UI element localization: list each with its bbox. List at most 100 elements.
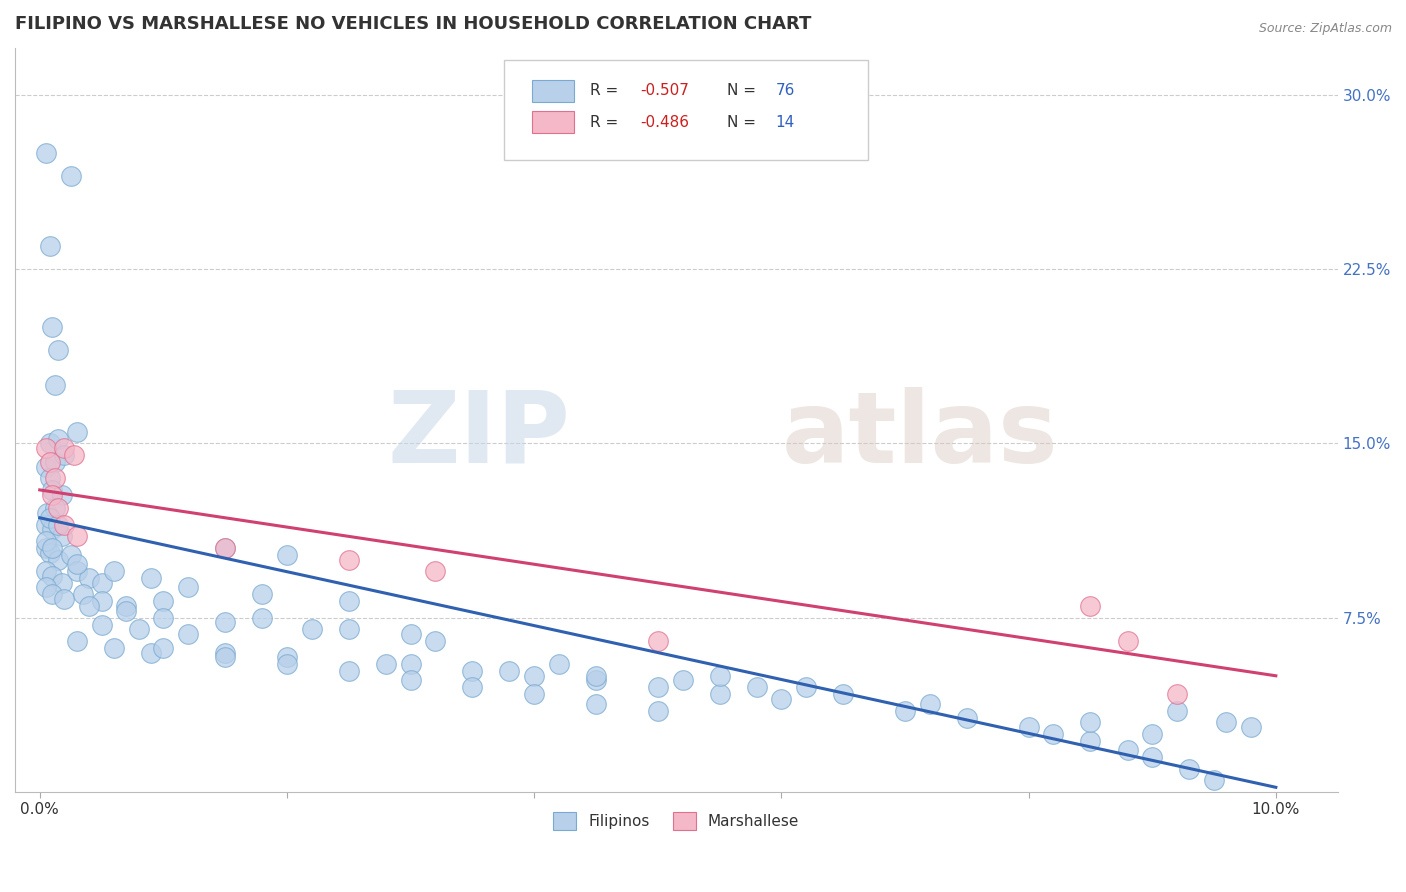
FancyBboxPatch shape bbox=[531, 79, 575, 102]
Point bbox=[301, 623, 323, 637]
Point bbox=[35, 459, 58, 474]
Point bbox=[38, 546, 60, 560]
Point bbox=[46, 343, 69, 358]
Text: Source: ZipAtlas.com: Source: ZipAtlas.com bbox=[1258, 22, 1392, 36]
Point bbox=[38, 471, 60, 485]
Point bbox=[276, 657, 298, 672]
Point bbox=[374, 657, 396, 672]
Point bbox=[214, 541, 236, 555]
Point bbox=[128, 623, 150, 637]
Point bbox=[1166, 687, 1188, 701]
Text: 76: 76 bbox=[776, 83, 794, 98]
Point bbox=[139, 646, 162, 660]
Point bbox=[35, 564, 58, 578]
Point bbox=[1116, 743, 1139, 757]
Point bbox=[90, 617, 112, 632]
Point bbox=[461, 681, 484, 695]
Point bbox=[1166, 704, 1188, 718]
Point bbox=[41, 487, 63, 501]
Point bbox=[59, 548, 82, 562]
Point bbox=[1142, 727, 1164, 741]
Point bbox=[37, 506, 59, 520]
Point bbox=[35, 581, 58, 595]
Point bbox=[35, 146, 58, 161]
Point bbox=[35, 517, 58, 532]
Point bbox=[152, 610, 174, 624]
Point bbox=[647, 634, 669, 648]
Point bbox=[63, 448, 86, 462]
Point bbox=[38, 436, 60, 450]
Point bbox=[461, 664, 484, 678]
Point bbox=[1178, 762, 1201, 776]
Point bbox=[918, 697, 941, 711]
Point bbox=[66, 634, 89, 648]
Point bbox=[152, 594, 174, 608]
Point bbox=[41, 320, 63, 334]
Point bbox=[77, 571, 100, 585]
Point bbox=[53, 592, 76, 607]
Point bbox=[214, 646, 236, 660]
Point bbox=[177, 627, 200, 641]
Point bbox=[1080, 599, 1102, 613]
Point bbox=[647, 704, 669, 718]
Point bbox=[139, 571, 162, 585]
Point bbox=[46, 432, 69, 446]
Point bbox=[399, 627, 422, 641]
Point bbox=[115, 599, 138, 613]
Point bbox=[709, 669, 731, 683]
Point bbox=[51, 487, 73, 501]
Point bbox=[72, 587, 94, 601]
FancyBboxPatch shape bbox=[505, 60, 868, 160]
Text: atlas: atlas bbox=[782, 386, 1059, 483]
Point bbox=[44, 455, 66, 469]
FancyBboxPatch shape bbox=[531, 111, 575, 133]
Point bbox=[77, 599, 100, 613]
Point bbox=[1202, 773, 1225, 788]
Point bbox=[35, 441, 58, 455]
Point bbox=[1215, 715, 1237, 730]
Point bbox=[44, 501, 66, 516]
Text: ZIP: ZIP bbox=[388, 386, 571, 483]
Point bbox=[745, 681, 768, 695]
Point bbox=[671, 673, 693, 688]
Text: -0.486: -0.486 bbox=[641, 114, 689, 129]
Point bbox=[66, 529, 89, 543]
Point bbox=[46, 501, 69, 516]
Point bbox=[399, 673, 422, 688]
Point bbox=[585, 669, 607, 683]
Point bbox=[41, 523, 63, 537]
Point bbox=[177, 581, 200, 595]
Point bbox=[399, 657, 422, 672]
Point bbox=[53, 448, 76, 462]
Point bbox=[523, 669, 546, 683]
Point bbox=[38, 239, 60, 253]
Point bbox=[214, 615, 236, 630]
Point bbox=[523, 687, 546, 701]
Point bbox=[1240, 720, 1263, 734]
Text: -0.507: -0.507 bbox=[641, 83, 689, 98]
Point bbox=[53, 441, 76, 455]
Point bbox=[770, 692, 793, 706]
Point bbox=[38, 455, 60, 469]
Point bbox=[1080, 715, 1102, 730]
Point bbox=[41, 483, 63, 497]
Text: R =: R = bbox=[591, 83, 623, 98]
Text: FILIPINO VS MARSHALLESE NO VEHICLES IN HOUSEHOLD CORRELATION CHART: FILIPINO VS MARSHALLESE NO VEHICLES IN H… bbox=[15, 15, 811, 33]
Text: R =: R = bbox=[591, 114, 623, 129]
Point bbox=[1042, 727, 1064, 741]
Point bbox=[1142, 750, 1164, 764]
Point bbox=[38, 510, 60, 524]
Point bbox=[41, 587, 63, 601]
Point bbox=[894, 704, 917, 718]
Point bbox=[276, 650, 298, 665]
Point bbox=[425, 634, 447, 648]
Point bbox=[832, 687, 855, 701]
Point bbox=[66, 558, 89, 572]
Point bbox=[46, 517, 69, 532]
Point bbox=[1116, 634, 1139, 648]
Point bbox=[53, 517, 76, 532]
Point bbox=[647, 681, 669, 695]
Point bbox=[152, 640, 174, 655]
Point bbox=[44, 378, 66, 392]
Point bbox=[585, 697, 607, 711]
